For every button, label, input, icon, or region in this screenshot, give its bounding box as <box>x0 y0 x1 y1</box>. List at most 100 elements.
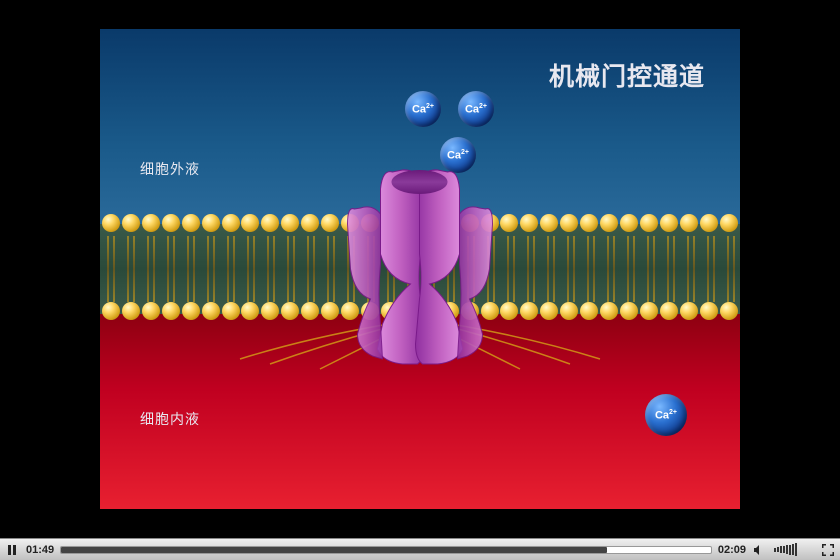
volume-bar <box>774 548 776 552</box>
lipid-tail <box>613 236 615 302</box>
progress-fill <box>61 547 607 553</box>
lipid-tail <box>113 236 115 302</box>
lipid-tail <box>713 236 715 302</box>
volume-bar <box>792 544 794 555</box>
lipid-head <box>640 214 658 232</box>
lipid-head <box>142 302 160 320</box>
volume-bars[interactable] <box>774 544 814 556</box>
volume-bar <box>789 545 791 555</box>
volume-bar <box>795 543 797 555</box>
lipid-tail <box>593 236 595 302</box>
calcium-ion: Ca2+ <box>458 91 494 127</box>
lipid-head <box>301 214 319 232</box>
lipid-tail <box>733 236 735 302</box>
video-frame-area: 机械门控通道 细胞外液 细胞内液 Ca2+Ca2+Ca2+Ca2+ <box>0 0 840 538</box>
diagram-title: 机械门控通道 <box>549 57 705 93</box>
video-controls: 01:49 02:09 <box>0 538 840 560</box>
calcium-label: Ca2+ <box>655 409 677 422</box>
lipid-head <box>580 214 598 232</box>
lipid-head <box>162 214 180 232</box>
lipid-tail <box>267 236 269 302</box>
lipid-head <box>102 214 120 232</box>
lipid-head <box>620 302 638 320</box>
calcium-ion: Ca2+ <box>405 91 441 127</box>
lipid-tail <box>287 236 289 302</box>
lipid-head <box>122 302 140 320</box>
lipid-head <box>540 214 558 232</box>
lipid-tail <box>173 236 175 302</box>
lipid-head <box>102 302 120 320</box>
calcium-ion: Ca2+ <box>645 394 687 436</box>
lipid-head <box>560 214 578 232</box>
lipid-tail <box>533 236 535 302</box>
current-time: 01:49 <box>26 544 54 556</box>
lipid-tail <box>607 236 609 302</box>
lipid-tail <box>313 236 315 302</box>
lipid-tail <box>273 236 275 302</box>
lipid-tail <box>727 236 729 302</box>
lipid-tail <box>233 236 235 302</box>
lipid-head <box>680 214 698 232</box>
volume-bar <box>777 547 779 552</box>
lipid-tail <box>327 236 329 302</box>
lipid-tail <box>567 236 569 302</box>
lipid-head <box>660 214 678 232</box>
lipid-tail <box>147 236 149 302</box>
lipid-head <box>241 214 259 232</box>
lipid-tail <box>213 236 215 302</box>
lipid-tail <box>193 236 195 302</box>
lipid-tail <box>707 236 709 302</box>
lipid-head <box>261 214 279 232</box>
volume-bar <box>783 546 785 554</box>
lipid-tail <box>153 236 155 302</box>
lipid-head <box>182 214 200 232</box>
lipid-tail <box>253 236 255 302</box>
diagram-frame: 机械门控通道 细胞外液 细胞内液 Ca2+Ca2+Ca2+Ca2+ <box>100 29 740 509</box>
lipid-head <box>222 214 240 232</box>
lipid-head <box>620 214 638 232</box>
lipid-tail <box>687 236 689 302</box>
lipid-tail <box>247 236 249 302</box>
lipid-tail <box>127 236 129 302</box>
lipid-head <box>600 214 618 232</box>
lipid-head <box>520 214 538 232</box>
play-pause-button[interactable] <box>4 542 20 558</box>
lipid-head <box>720 302 738 320</box>
lipid-head <box>640 302 658 320</box>
volume-icon[interactable] <box>752 542 768 558</box>
ion-channel <box>333 164 508 369</box>
lipid-head <box>700 214 718 232</box>
lipid-head <box>182 302 200 320</box>
lipid-tail <box>133 236 135 302</box>
progress-bar[interactable] <box>60 546 712 554</box>
total-time: 02:09 <box>718 544 746 556</box>
lipid-tail <box>667 236 669 302</box>
intracellular-label: 细胞内液 <box>140 409 200 429</box>
lipid-tail <box>167 236 169 302</box>
lipid-tail <box>633 236 635 302</box>
lipid-tail <box>587 236 589 302</box>
lipid-head <box>720 214 738 232</box>
lipid-head <box>162 302 180 320</box>
fullscreen-button[interactable] <box>820 542 836 558</box>
lipid-tail <box>573 236 575 302</box>
lipid-tail <box>527 236 529 302</box>
lipid-tail <box>187 236 189 302</box>
lipid-tail <box>513 236 515 302</box>
lipid-head <box>122 214 140 232</box>
calcium-label: Ca2+ <box>465 103 487 116</box>
volume-bar <box>786 545 788 554</box>
lipid-tail <box>547 236 549 302</box>
lipid-head <box>202 214 220 232</box>
lipid-head <box>700 302 718 320</box>
lipid-tail <box>673 236 675 302</box>
lipid-head <box>660 302 678 320</box>
volume-bar <box>780 546 782 552</box>
lipid-tail <box>107 236 109 302</box>
lipid-tail <box>693 236 695 302</box>
lipid-tail <box>307 236 309 302</box>
lipid-tail <box>653 236 655 302</box>
lipid-head <box>281 214 299 232</box>
lipid-tail <box>553 236 555 302</box>
lipid-tail <box>293 236 295 302</box>
